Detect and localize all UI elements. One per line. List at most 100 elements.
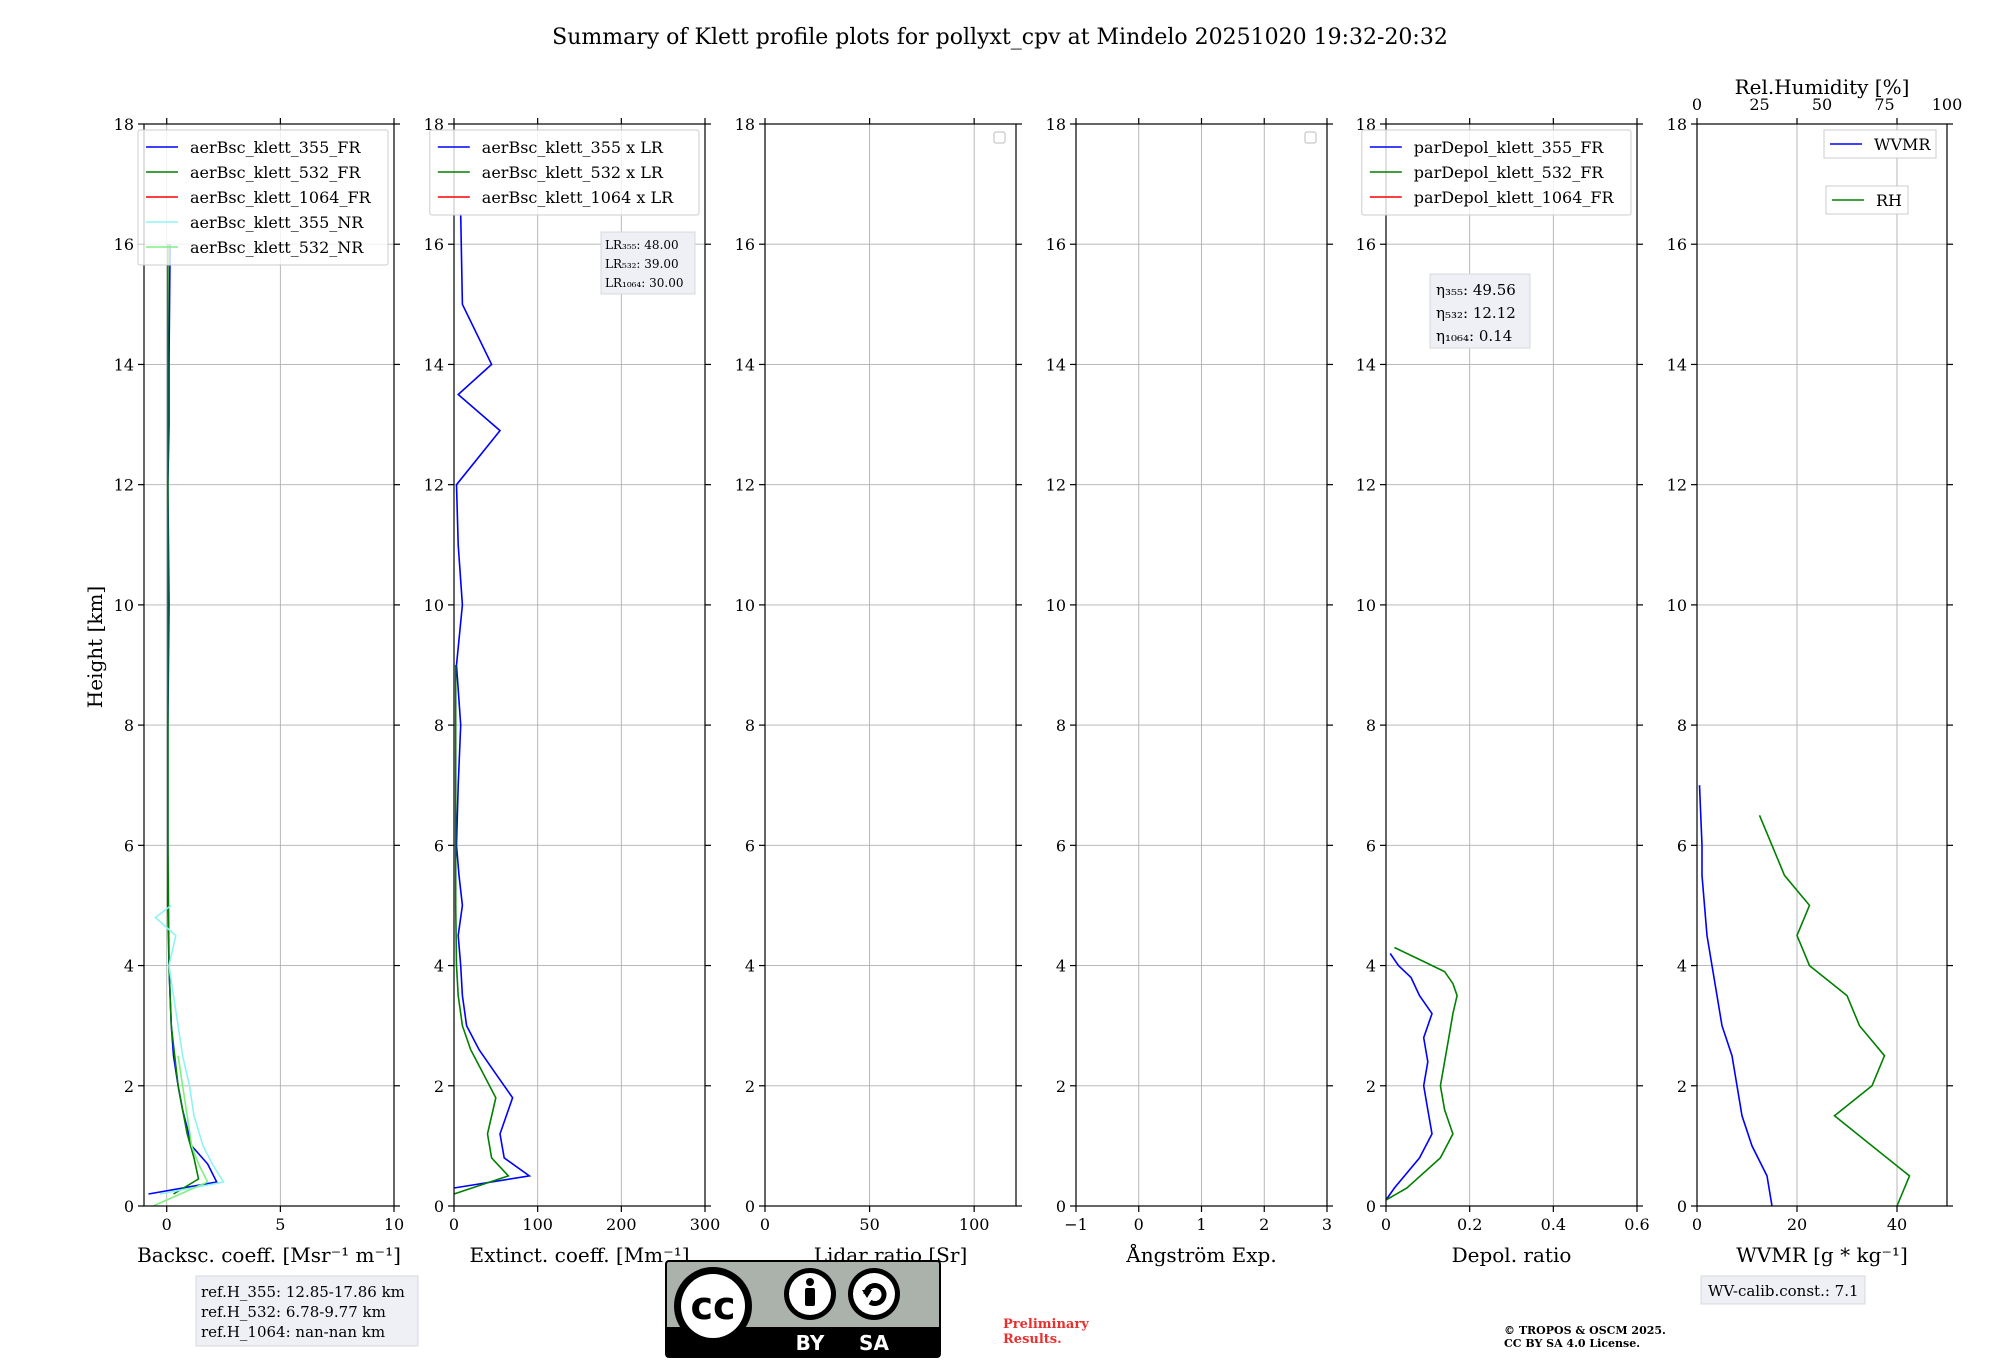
y-tick-label: 0 bbox=[1056, 1197, 1066, 1216]
y-tick-label: 10 bbox=[1356, 596, 1376, 615]
lidar-ratio-box bbox=[600, 231, 696, 295]
y-tick-label: 16 bbox=[114, 235, 134, 254]
eta-box bbox=[1429, 273, 1531, 349]
y-tick-label: 14 bbox=[114, 355, 134, 374]
x-tick-label: 0.6 bbox=[1624, 1215, 1649, 1234]
x2-tick-label: 50 bbox=[1812, 95, 1832, 114]
y-tick-label: 4 bbox=[1056, 957, 1066, 976]
y-tick-label: 8 bbox=[124, 716, 134, 735]
y-tick-label: 10 bbox=[1667, 596, 1687, 615]
legend-label: aerBsc_klett_532_NR bbox=[190, 238, 364, 257]
axes-frame bbox=[143, 123, 395, 1207]
preliminary-label: Preliminary bbox=[1003, 1317, 1089, 1332]
x2-tick-label: 0 bbox=[1692, 95, 1702, 114]
y-tick-label: 12 bbox=[1046, 476, 1066, 495]
y-tick-label: 14 bbox=[424, 355, 444, 374]
legend-label: WVMR bbox=[1874, 135, 1931, 154]
y-tick-label: 12 bbox=[1356, 476, 1376, 495]
cc-sa-label: SA bbox=[859, 1331, 889, 1355]
x-tick-label: 5 bbox=[275, 1215, 285, 1234]
legend-label: RH bbox=[1876, 191, 1902, 210]
x-tick-label: 40 bbox=[1887, 1215, 1907, 1234]
axes-frame bbox=[453, 123, 706, 1207]
y-tick-label: 12 bbox=[1667, 476, 1687, 495]
y-tick-label: 8 bbox=[745, 716, 755, 735]
legend-label: aerBsc_klett_1064 x LR bbox=[482, 188, 674, 207]
y-tick-label: 4 bbox=[745, 957, 755, 976]
panel-1: 0 5 10 0 2 4 6 8 10 12 14 16 18 Backsc. coeff. [Msr⁻¹… bbox=[114, 115, 405, 1267]
panel-6: 0 20 40 0 2 4 6 8 10 12 14 16 18 0 25 50 75 100 Rel.Humidi… bbox=[1667, 75, 1963, 1267]
y-tick-label: 2 bbox=[745, 1077, 755, 1096]
y-tick-label: 4 bbox=[124, 957, 134, 976]
x2-tick-label: 100 bbox=[1932, 95, 1963, 114]
series-line-aerBsc_klett_355 x LR bbox=[453, 214, 532, 1189]
legend-label: aerBsc_klett_1064_FR bbox=[190, 188, 372, 207]
y-axis-label: Height [km] bbox=[83, 586, 107, 708]
copyright-line-1: © TROPOS & OSCM 2025. bbox=[1504, 1324, 1666, 1337]
y-tick-label: 16 bbox=[1356, 235, 1376, 254]
y-tick-label: 12 bbox=[424, 476, 444, 495]
copyright-line-2: CC BY SA 4.0 License. bbox=[1504, 1337, 1640, 1350]
x-tick-label: 10 bbox=[384, 1215, 404, 1234]
y-tick-label: 4 bbox=[434, 957, 444, 976]
ref-height-1064: ref.H_1064: nan-nan km bbox=[201, 1323, 385, 1341]
figure-title: Summary of Klett profile plots for polly… bbox=[552, 25, 1448, 50]
y-tick-label: 2 bbox=[434, 1077, 444, 1096]
legend-box bbox=[1361, 129, 1632, 216]
eta-text: η₅₃₂: 12.12 bbox=[1436, 304, 1516, 322]
y-tick-label: 18 bbox=[1046, 115, 1066, 134]
x-tick-label: 0 bbox=[1381, 1215, 1391, 1234]
y-tick-label: 4 bbox=[1677, 957, 1687, 976]
y-tick-label: 2 bbox=[1677, 1077, 1687, 1096]
y-tick-label: 0 bbox=[434, 1197, 444, 1216]
y-tick-label: 6 bbox=[1056, 836, 1066, 855]
x2-tick-label: 25 bbox=[1749, 95, 1769, 114]
x-tick-label: 300 bbox=[690, 1215, 721, 1234]
x-tick-label: 2 bbox=[1259, 1215, 1269, 1234]
panel-2: 0 100 200 300 0 2 4 6 8 10 12 14 16 18 Extinct. coeff.… bbox=[424, 115, 721, 1267]
y-tick-label: 4 bbox=[1366, 957, 1376, 976]
y-tick-label: 10 bbox=[114, 596, 134, 615]
y-tick-label: 16 bbox=[1667, 235, 1687, 254]
legend-label: aerBsc_klett_532 x LR bbox=[482, 163, 664, 182]
wv-calib-text: WV-calib.const.: 7.1 bbox=[1708, 1282, 1859, 1300]
x-axis-label: Backsc. coeff. [Msr⁻¹ m⁻¹] bbox=[137, 1243, 401, 1267]
axes-frame bbox=[764, 123, 1017, 1207]
x-tick-label: 50 bbox=[859, 1215, 879, 1234]
results-label: Results. bbox=[1003, 1332, 1062, 1347]
x-tick-label: 3 bbox=[1322, 1215, 1332, 1234]
cc-by-sa-logo: cc BY SA bbox=[665, 1260, 941, 1358]
x-tick-label: 0 bbox=[760, 1215, 770, 1234]
y-tick-label: 8 bbox=[1056, 716, 1066, 735]
y-tick-label: 16 bbox=[735, 235, 755, 254]
y-tick-label: 6 bbox=[124, 836, 134, 855]
x-tick-label: 100 bbox=[959, 1215, 990, 1234]
x2-axis-label: Rel.Humidity [%] bbox=[1735, 75, 1910, 99]
y-tick-label: 2 bbox=[1056, 1077, 1066, 1096]
panel-5: 0 0.2 0.4 0.6 0 2 4 6 8 10 12 14 16 18 Depol. ratio par… bbox=[1356, 115, 1650, 1267]
x2-tick-label: 75 bbox=[1874, 95, 1894, 114]
lidar-ratio-text: LR₅₃₂: 39.00 bbox=[605, 257, 679, 271]
x-axis-label: WVMR [g * kg⁻¹] bbox=[1736, 1243, 1908, 1267]
legend-box bbox=[429, 129, 700, 216]
eta-text: η₃₅₅: 49.56 bbox=[1436, 281, 1516, 299]
x-tick-label: 100 bbox=[522, 1215, 553, 1234]
y-tick-label: 10 bbox=[735, 596, 755, 615]
x-tick-label: 0 bbox=[449, 1215, 459, 1234]
series-line-WVMR bbox=[1698, 785, 1773, 1207]
y-tick-label: 14 bbox=[735, 355, 755, 374]
x-tick-label: 20 bbox=[1787, 1215, 1807, 1234]
legend-label: parDepol_klett_355_FR bbox=[1414, 138, 1605, 157]
empty-legend-box bbox=[993, 131, 1006, 144]
x-tick-label: 0 bbox=[1692, 1215, 1702, 1234]
lidar-ratio-text: LR₁₀₆₄: 30.00 bbox=[605, 276, 683, 290]
y-tick-label: 18 bbox=[114, 115, 134, 134]
x-axis-label: Depol. ratio bbox=[1452, 1243, 1572, 1267]
y-tick-label: 18 bbox=[1356, 115, 1376, 134]
y-tick-label: 6 bbox=[745, 836, 755, 855]
y-tick-label: 8 bbox=[1366, 716, 1376, 735]
legend-label: aerBsc_klett_355 x LR bbox=[482, 138, 664, 157]
y-tick-label: 18 bbox=[1667, 115, 1687, 134]
